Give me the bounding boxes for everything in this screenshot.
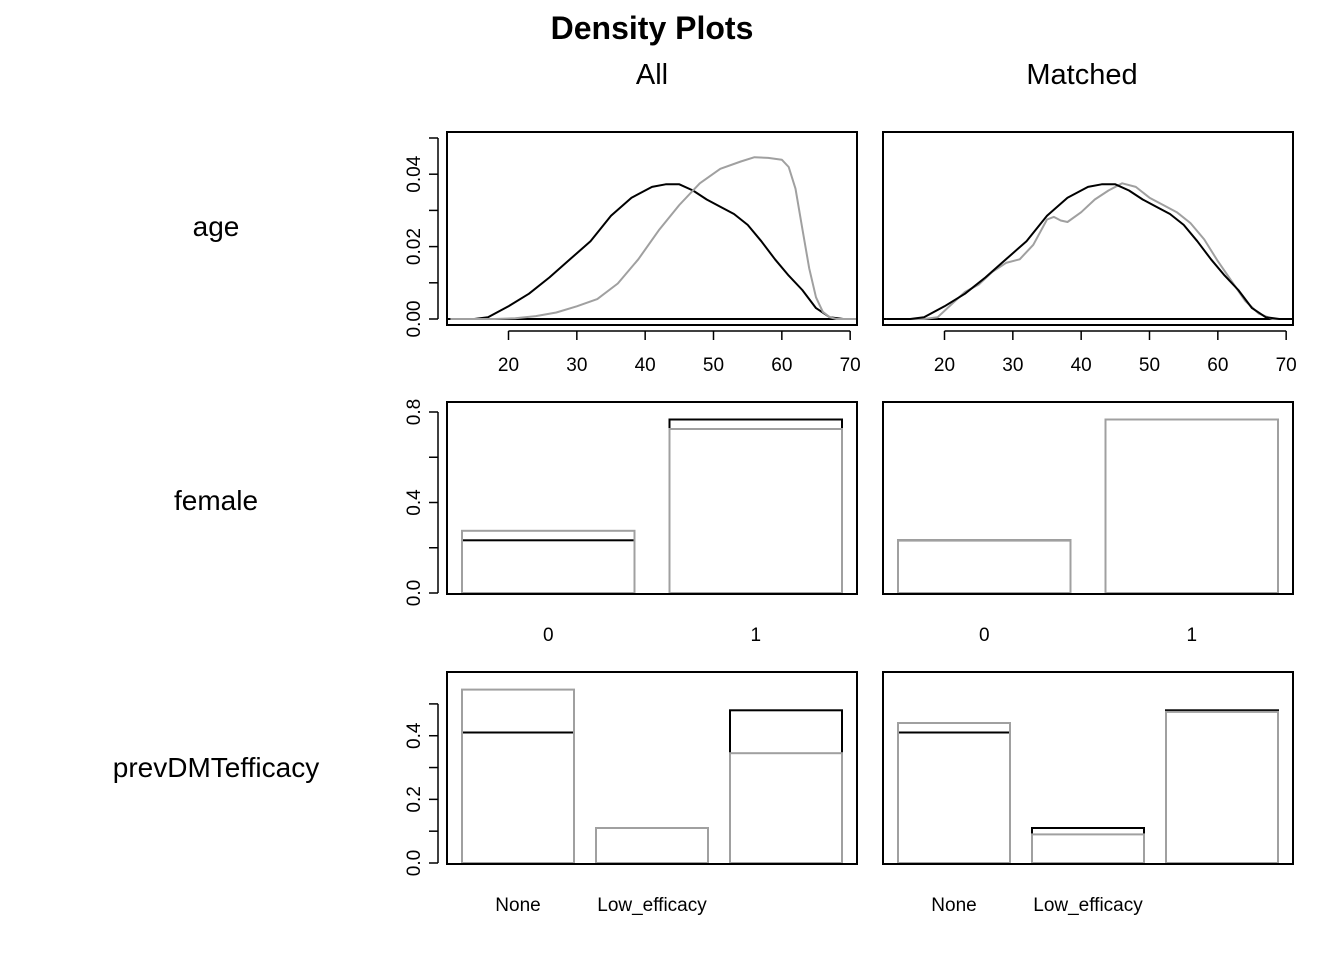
panel-prevdmtefficacy-matched: None Low_efficacy [882, 671, 1294, 916]
panel-age-matched: 20 30 40 50 60 70 [882, 131, 1297, 376]
x-tick-label-60: 60 [771, 355, 792, 376]
x-tick-label-20: 20 [498, 355, 519, 376]
category-label-Low_efficacy: Low_efficacy [597, 895, 707, 916]
density-line-treated [450, 183, 857, 320]
bar-control-0 [897, 539, 1072, 594]
bar-treated-None [897, 731, 1011, 864]
bar-treated-0 [461, 539, 636, 594]
column-title-all: All [636, 59, 668, 91]
y-tick-label: 0.8 [404, 399, 425, 425]
y-tick-label: 0.2 [404, 786, 425, 812]
x-tick-label-60: 60 [1207, 355, 1228, 376]
bar-control-Low_efficacy [1031, 833, 1145, 865]
x-tick-label-50: 50 [703, 355, 724, 376]
y-tick-label: 0.4 [404, 489, 425, 516]
category-label-None: None [931, 895, 976, 916]
bar-treated-1 [668, 418, 843, 594]
x-tick-label-30: 30 [1002, 355, 1023, 376]
x-tick-label-40: 40 [1071, 355, 1092, 376]
panel-frame [882, 671, 1294, 865]
bar-treated-Low_efficacy [1031, 827, 1145, 864]
panel-frame [446, 131, 858, 326]
bar-treated-cat2 [1165, 709, 1279, 864]
panel-age-all: 20 30 40 50 60 70 0.00 0.02 0.04 [404, 131, 861, 376]
y-tick-label: 0.0 [404, 850, 425, 876]
density-line-control [450, 156, 857, 320]
bar-treated-cat2 [729, 709, 843, 864]
y-tick-label: 0.4 [404, 722, 425, 749]
bar-control-Low_efficacy [595, 827, 709, 864]
y-tick-label: 0.02 [404, 228, 425, 265]
density-line-control [886, 182, 1293, 320]
panel-frame [882, 131, 1294, 326]
bar-treated-0 [897, 539, 1072, 594]
category-label-0: 0 [543, 625, 554, 646]
bar-control-1 [668, 428, 843, 594]
bar-control-cat2 [1165, 710, 1279, 865]
category-label-None: None [495, 895, 540, 916]
category-label-1: 1 [751, 625, 762, 646]
panel-frame [882, 401, 1294, 595]
row-label-prevdmtefficacy: prevDMTefficacy [113, 752, 319, 783]
x-tick-label-50: 50 [1139, 355, 1160, 376]
panel-female-all: 0 1 0.0 0.4 0.8 [404, 399, 858, 646]
panel-prevdmtefficacy-all: None Low_efficacy 0.0 0.2 0.4 [404, 671, 858, 916]
y-tick-label: 0.00 [404, 301, 425, 338]
bar-control-1 [1104, 418, 1279, 594]
panel-frame [446, 671, 858, 865]
category-label-0: 0 [979, 625, 990, 646]
bar-treated-1 [1104, 418, 1279, 594]
bar-control-None [897, 722, 1011, 864]
x-tick-label-30: 30 [566, 355, 587, 376]
category-label-Low_efficacy: Low_efficacy [1033, 895, 1143, 916]
main-title: Density Plots [551, 10, 754, 46]
panel-frame [446, 401, 858, 595]
x-tick-label-40: 40 [635, 355, 656, 376]
row-label-female: female [174, 485, 258, 516]
x-tick-label-70: 70 [840, 355, 861, 376]
bar-treated-None [461, 731, 575, 864]
x-tick-label-70: 70 [1276, 355, 1297, 376]
bar-control-cat2 [729, 752, 843, 865]
row-label-age: age [193, 211, 240, 242]
y-tick-label: 0.0 [404, 580, 425, 606]
category-label-1: 1 [1187, 625, 1198, 646]
density-line-treated [886, 183, 1293, 320]
column-title-matched: Matched [1026, 59, 1137, 91]
y-tick-label: 0.04 [404, 155, 425, 192]
bar-treated-Low_efficacy [595, 827, 709, 864]
bar-control-None [461, 688, 575, 864]
x-tick-label-20: 20 [934, 355, 955, 376]
